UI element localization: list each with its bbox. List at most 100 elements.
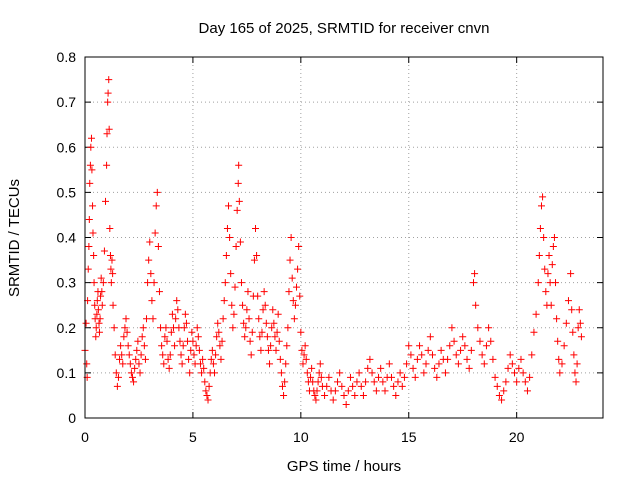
data-point [239, 301, 247, 309]
data-point [541, 265, 549, 273]
data-points [81, 76, 585, 408]
data-point [321, 391, 329, 399]
data-point [237, 279, 245, 287]
data-point [450, 337, 458, 345]
data-point [545, 252, 553, 260]
data-point [452, 351, 460, 359]
data-point [159, 351, 167, 359]
data-point [162, 324, 170, 332]
data-point [549, 243, 557, 251]
y-tick-label: 0.6 [57, 139, 77, 155]
data-point [405, 342, 413, 350]
data-point [143, 315, 151, 323]
data-point [111, 351, 119, 359]
data-point [171, 342, 179, 350]
data-point [124, 342, 132, 350]
data-point [232, 243, 240, 251]
data-point [342, 400, 350, 408]
data-point [267, 342, 275, 350]
data-point [457, 346, 465, 354]
x-axis-label: GPS time / hours [287, 458, 401, 475]
data-point [82, 319, 90, 327]
data-point [135, 360, 143, 368]
data-point [487, 337, 495, 345]
data-point [558, 360, 566, 368]
data-point [219, 315, 227, 323]
data-point [116, 355, 124, 363]
data-point [128, 373, 136, 381]
data-point [154, 243, 162, 251]
data-point [117, 342, 125, 350]
data-point [263, 333, 271, 341]
data-point [198, 369, 206, 377]
data-point [515, 364, 523, 372]
data-point [92, 324, 100, 332]
data-point [213, 333, 221, 341]
data-point [299, 360, 307, 368]
data-point [150, 279, 158, 287]
data-point [323, 382, 331, 390]
data-point [493, 382, 501, 390]
data-point [104, 89, 112, 97]
data-point [315, 369, 323, 377]
data-point [122, 315, 130, 323]
data-point [114, 373, 122, 381]
data-point [94, 306, 102, 314]
data-point [325, 373, 333, 381]
data-point [394, 378, 402, 386]
data-point [506, 351, 514, 359]
data-point [269, 306, 277, 314]
data-point [532, 310, 540, 318]
data-point [274, 310, 282, 318]
data-point [564, 297, 572, 305]
data-point [214, 319, 222, 327]
data-point [167, 328, 175, 336]
data-point [346, 373, 354, 381]
data-point [517, 355, 525, 363]
data-point [247, 351, 255, 359]
data-point [130, 378, 138, 386]
data-point [537, 202, 545, 210]
data-point [225, 202, 233, 210]
data-point [312, 396, 320, 404]
data-point [240, 319, 248, 327]
data-point [498, 396, 506, 404]
data-point [178, 360, 186, 368]
data-point [153, 188, 161, 196]
data-point [454, 360, 462, 368]
plot-frame [84, 56, 604, 419]
data-point [105, 125, 113, 133]
data-point [277, 369, 285, 377]
data-point [294, 265, 302, 273]
data-point [261, 301, 269, 309]
data-point [201, 378, 209, 386]
data-point [220, 297, 228, 305]
data-point [212, 351, 220, 359]
data-point [179, 342, 187, 350]
data-point [278, 382, 286, 390]
data-point [302, 355, 310, 363]
data-point [284, 324, 292, 332]
data-point [340, 391, 348, 399]
data-point [280, 391, 288, 399]
data-point [223, 224, 231, 232]
data-point [136, 369, 144, 377]
data-point [84, 265, 92, 273]
data-point [207, 355, 215, 363]
data-point [189, 337, 197, 345]
data-point [253, 252, 261, 260]
data-point [255, 315, 263, 323]
data-point [90, 252, 98, 260]
data-point [467, 346, 475, 354]
data-point [392, 391, 400, 399]
grid-lines [85, 57, 603, 418]
x-tick-label: 15 [401, 429, 417, 445]
data-point [106, 224, 114, 232]
data-point [103, 130, 111, 138]
data-point [282, 360, 290, 368]
data-point [338, 382, 346, 390]
data-point [424, 346, 432, 354]
data-point [110, 324, 118, 332]
data-point [126, 360, 134, 368]
data-point [291, 301, 299, 309]
